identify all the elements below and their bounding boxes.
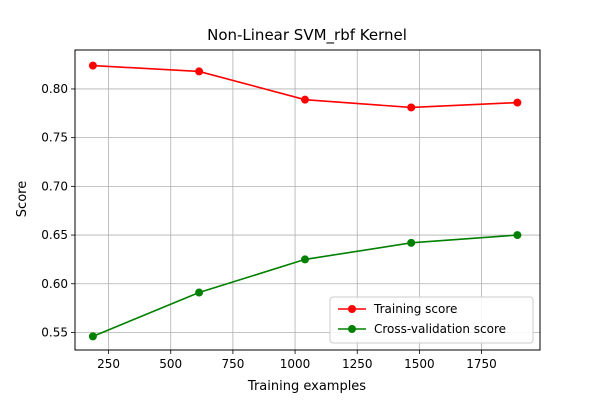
data-point-training-score — [195, 67, 204, 76]
x-tick-label: 1000 — [280, 357, 311, 371]
y-tick-label: 0.65 — [41, 228, 68, 242]
data-point-training-score — [513, 98, 522, 107]
legend-label-cross-validation: Cross-validation score — [374, 322, 506, 336]
x-tick-label: 750 — [221, 357, 244, 371]
x-tick-label: 1500 — [404, 357, 435, 371]
data-point-cross-validation-score — [407, 238, 416, 247]
data-point-training-score — [88, 61, 97, 70]
x-tick-label: 1750 — [466, 357, 497, 371]
y-tick-label: 0.60 — [41, 277, 68, 291]
legend-box — [329, 296, 534, 344]
data-point-cross-validation-score — [513, 231, 522, 240]
legend-label-training: Training score — [373, 302, 457, 316]
legend-marker-training — [348, 305, 356, 313]
x-tick-label: 500 — [159, 357, 182, 371]
legend: Training score Cross-validation score — [329, 296, 534, 344]
data-point-cross-validation-score — [301, 255, 310, 264]
data-point-cross-validation-score — [88, 332, 97, 341]
y-axis-title: Score — [15, 181, 30, 217]
chart-title: Non-Linear SVM_rbf Kernel — [207, 26, 407, 45]
y-tick-label: 0.80 — [41, 82, 68, 96]
x-axis-title: Training examples — [247, 379, 366, 394]
data-point-training-score — [407, 103, 416, 112]
plot-frame — [74, 49, 541, 351]
legend-marker-cross-validation — [348, 325, 356, 333]
data-point-training-score — [301, 95, 310, 104]
axis-ticks: 250 500 750 1000 1250 1500 1750 0.55 0.60 0.65 0.7… — [41, 82, 497, 371]
grid-lines — [75, 50, 540, 350]
y-tick-label: 0.75 — [41, 131, 68, 145]
x-tick-label: 250 — [97, 357, 120, 371]
y-tick-label: 0.70 — [41, 179, 68, 193]
series-layer — [88, 61, 522, 341]
x-tick-label: 1250 — [342, 357, 373, 371]
y-tick-label: 0.55 — [41, 325, 68, 339]
data-point-cross-validation-score — [195, 288, 204, 297]
